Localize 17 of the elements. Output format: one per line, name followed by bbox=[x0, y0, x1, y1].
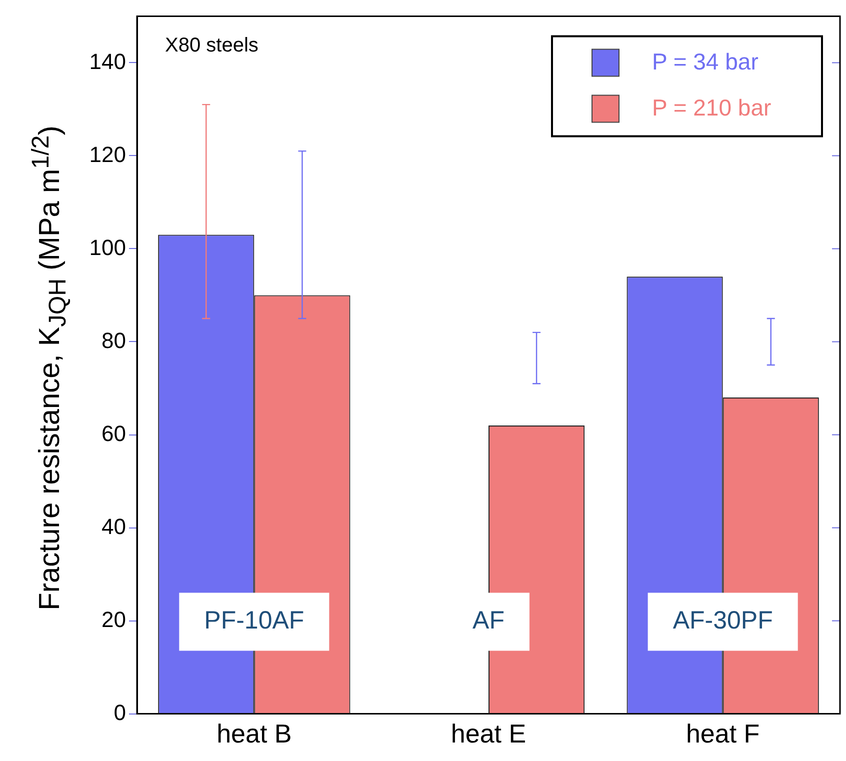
y-tick-label: 100 bbox=[89, 234, 126, 260]
legend-label: P = 34 bar bbox=[652, 48, 759, 75]
y-tick-label: 120 bbox=[89, 142, 126, 167]
x-tick-label: heat F bbox=[686, 718, 760, 749]
y-tick-label: 0 bbox=[114, 700, 126, 725]
y-tick-label: 80 bbox=[102, 328, 126, 353]
annotation: X80 steels bbox=[165, 34, 258, 57]
legend-label: P = 210 bar bbox=[652, 94, 772, 121]
annotation: PF-10AF bbox=[204, 606, 304, 635]
annotation: AF-30PF bbox=[672, 606, 773, 635]
y-tick-label: 40 bbox=[102, 514, 126, 539]
annotation: AF bbox=[472, 606, 504, 635]
x-tick-label: heat B bbox=[216, 718, 292, 749]
x-tick-label: heat E bbox=[450, 718, 526, 749]
y-tick-label: 20 bbox=[102, 606, 126, 632]
y-tick-label: 140 bbox=[89, 48, 126, 74]
y-tick-label: 60 bbox=[102, 420, 126, 446]
